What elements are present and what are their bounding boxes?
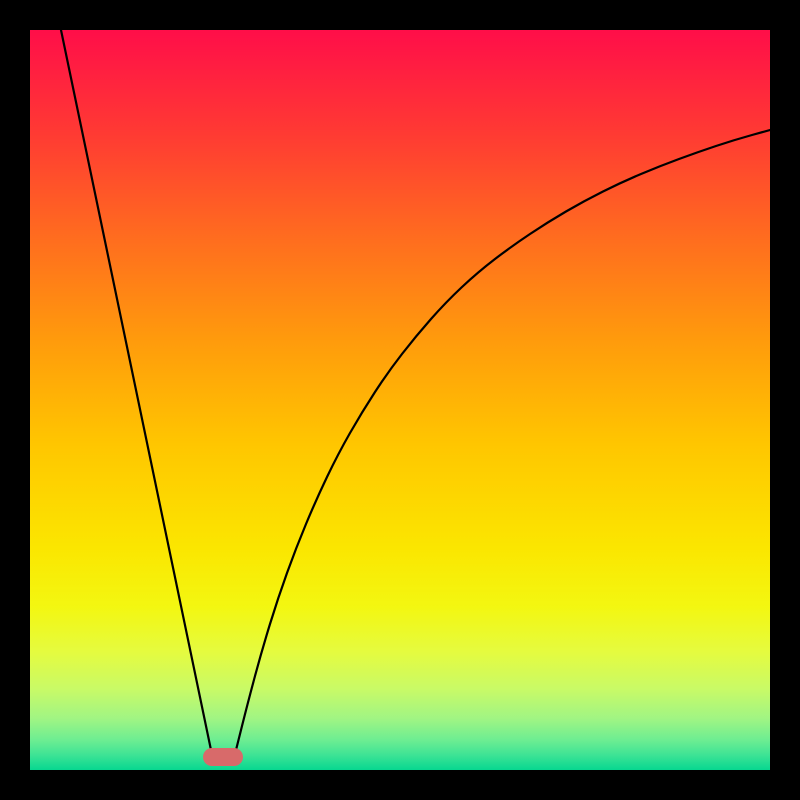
- watermark-text: TheBottleneck.com: [524, 2, 764, 34]
- optimal-marker: [203, 748, 243, 766]
- plot-area: [30, 30, 770, 770]
- chart-container: TheBottleneck.com: [0, 0, 800, 800]
- gradient-background: [30, 30, 770, 770]
